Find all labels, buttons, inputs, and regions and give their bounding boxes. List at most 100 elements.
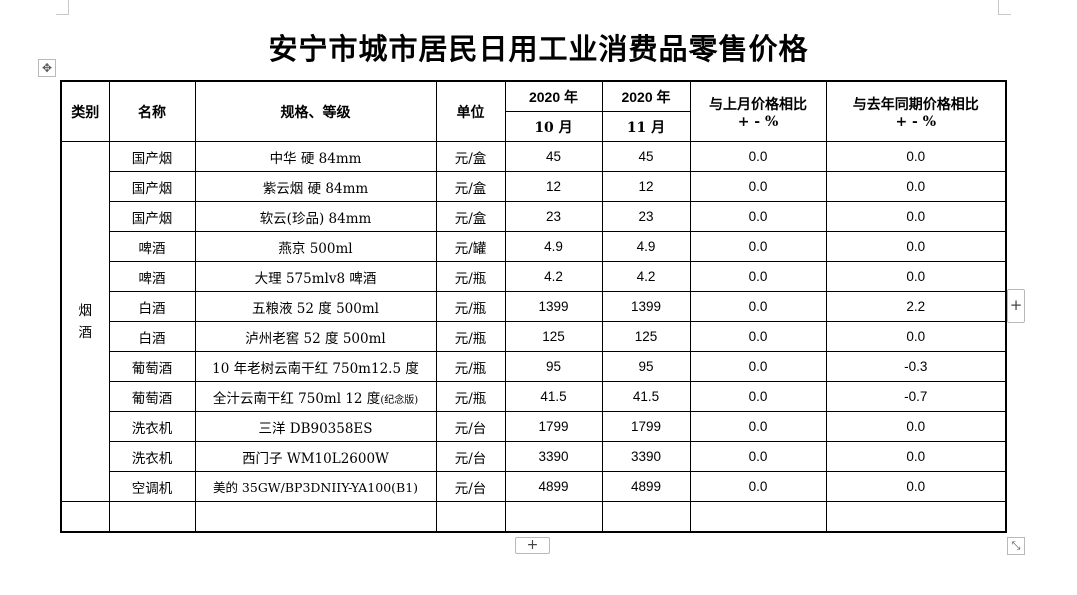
table-row: 洗衣机 西门子 WM10L2600W 元/台 3390 3390 0.0 0.0 <box>61 441 1007 472</box>
item-spec: 紫云烟 硬 84mm <box>194 171 437 202</box>
item-unit: 元/瓶 <box>435 381 506 412</box>
item-spec-note: (纪念版) <box>380 394 419 406</box>
table-row: 白酒 泸州老窖 52 度 500ml 元/瓶 125 125 0.0 0.0 <box>61 321 1007 352</box>
table-row: 葡萄酒 全汁云南干红 750ml 12 度(纪念版) 元/瓶 41.5 41.5… <box>61 381 1007 412</box>
item-unit: 元/台 <box>435 441 506 472</box>
table-row: 国产烟 软云(珍品) 84mm 元/盒 23 23 0.0 0.0 <box>61 201 1007 232</box>
change-mom: 0.0 <box>689 321 827 352</box>
item-name: 国产烟 <box>108 201 196 232</box>
price-nov: 3390 <box>601 441 691 472</box>
change-yoy: 0.0 <box>825 471 1007 502</box>
change-yoy: 0.0 <box>825 441 1007 472</box>
empty-cell[interactable] <box>435 501 506 533</box>
item-name: 白酒 <box>108 291 196 322</box>
change-mom: 0.0 <box>689 381 827 412</box>
header-month-oct: 10 月 <box>504 111 603 142</box>
change-mom: 0.0 <box>689 351 827 382</box>
change-mom: 0.0 <box>689 201 827 232</box>
change-mom: 0.0 <box>689 141 827 172</box>
price-nov: 41.5 <box>601 381 691 412</box>
header-mom-line2: + - % <box>737 113 779 130</box>
price-nov: 4.9 <box>601 231 691 262</box>
table-row: 洗衣机 三洋 DB90358ES 元/台 1799 1799 0.0 0.0 <box>61 411 1007 442</box>
empty-cell[interactable] <box>60 501 110 533</box>
price-nov: 12 <box>601 171 691 202</box>
change-mom: 0.0 <box>689 261 827 292</box>
empty-cell[interactable] <box>825 501 1007 533</box>
header-yoy: 与去年同期价格相比 + - % <box>825 80 1007 142</box>
empty-cell[interactable] <box>689 501 827 533</box>
empty-cell[interactable] <box>194 501 437 533</box>
change-mom: 0.0 <box>689 291 827 322</box>
change-yoy: 0.0 <box>825 201 1007 232</box>
empty-cell[interactable] <box>504 501 603 533</box>
add-row-button[interactable]: + <box>515 537 550 554</box>
header-month-nov: 11 月 <box>601 111 691 142</box>
item-spec: 五粮液 52 度 500ml <box>194 291 437 322</box>
change-mom: 0.0 <box>689 411 827 442</box>
table-row: 国产烟 紫云烟 硬 84mm 元/盒 12 12 0.0 0.0 <box>61 171 1007 202</box>
price-oct: 95 <box>504 351 603 382</box>
change-mom: 0.0 <box>689 471 827 502</box>
item-name: 啤酒 <box>108 231 196 262</box>
price-oct: 4.2 <box>504 261 603 292</box>
item-name: 国产烟 <box>108 141 196 172</box>
page-corner-mark-right <box>998 0 1011 15</box>
price-nov: 45 <box>601 141 691 172</box>
item-unit: 元/台 <box>435 471 506 502</box>
price-nov: 1799 <box>601 411 691 442</box>
table-resize-icon[interactable]: ⤡ <box>1007 537 1025 555</box>
price-nov: 4.2 <box>601 261 691 292</box>
table-row: 烟 酒 国产烟 中华 硬 84mm 元/盒 45 45 0.0 0.0 <box>60 141 1007 502</box>
item-name: 白酒 <box>108 321 196 352</box>
item-spec: 三洋 DB90358ES <box>194 411 437 442</box>
change-yoy: 0.0 <box>825 411 1007 442</box>
table-move-icon[interactable]: ✥ <box>38 59 56 77</box>
table-row: 啤酒 大理 575mlv8 啤酒 元/瓶 4.2 4.2 0.0 0.0 <box>61 261 1007 292</box>
item-name: 国产烟 <box>108 171 196 202</box>
price-nov: 4899 <box>601 471 691 502</box>
item-unit: 元/瓶 <box>435 261 506 292</box>
price-nov: 125 <box>601 321 691 352</box>
price-oct: 1399 <box>504 291 603 322</box>
document-title: 安宁市城市居民日用工业消费品零售价格 <box>268 32 809 66</box>
item-spec: 泸州老窖 52 度 500ml <box>194 321 437 352</box>
change-yoy: 0.0 <box>825 171 1007 202</box>
empty-cell[interactable] <box>601 501 691 533</box>
header-yoy-line2: + - % <box>895 113 937 130</box>
category-char: 烟 <box>78 302 93 319</box>
price-oct: 3390 <box>504 441 603 472</box>
header-year-nov: 2020 年 <box>601 80 691 112</box>
item-spec: 10 年老树云南干红 750m12.5 度 <box>194 351 437 382</box>
item-spec: 中华 硬 84mm <box>194 141 437 172</box>
price-oct: 4.9 <box>504 231 603 262</box>
price-oct: 125 <box>504 321 603 352</box>
change-yoy: 0.0 <box>825 321 1007 352</box>
change-mom: 0.0 <box>689 171 827 202</box>
table-row: 啤酒 燕京 500ml 元/罐 4.9 4.9 0.0 0.0 <box>61 231 1007 262</box>
header-unit: 单位 <box>435 80 506 142</box>
page-corner-mark-left <box>56 0 69 15</box>
change-yoy: 0.0 <box>825 231 1007 262</box>
price-oct: 12 <box>504 171 603 202</box>
header-year-oct: 2020 年 <box>504 80 603 112</box>
item-name: 葡萄酒 <box>108 351 196 382</box>
price-nov: 1399 <box>601 291 691 322</box>
price-nov: 23 <box>601 201 691 232</box>
add-column-button[interactable]: + <box>1007 289 1025 323</box>
item-unit: 元/盒 <box>435 171 506 202</box>
price-nov: 95 <box>601 351 691 382</box>
table-row-empty <box>60 501 1007 533</box>
item-spec: 西门子 WM10L2600W <box>194 441 437 472</box>
price-oct: 41.5 <box>504 381 603 412</box>
item-unit: 元/罐 <box>435 231 506 262</box>
item-unit: 元/台 <box>435 411 506 442</box>
header-yoy-line1: 与去年同期价格相比 <box>852 96 979 113</box>
empty-cell[interactable] <box>108 501 196 533</box>
price-oct: 23 <box>504 201 603 232</box>
price-oct: 1799 <box>504 411 603 442</box>
category-cell: 烟 酒 <box>60 141 110 502</box>
table-row: 葡萄酒 10 年老树云南干红 750m12.5 度 元/瓶 95 95 0.0 … <box>61 351 1007 382</box>
header-name: 名称 <box>108 80 196 142</box>
table-row: 白酒 五粮液 52 度 500ml 元/瓶 1399 1399 0.0 2.2 <box>61 291 1007 322</box>
